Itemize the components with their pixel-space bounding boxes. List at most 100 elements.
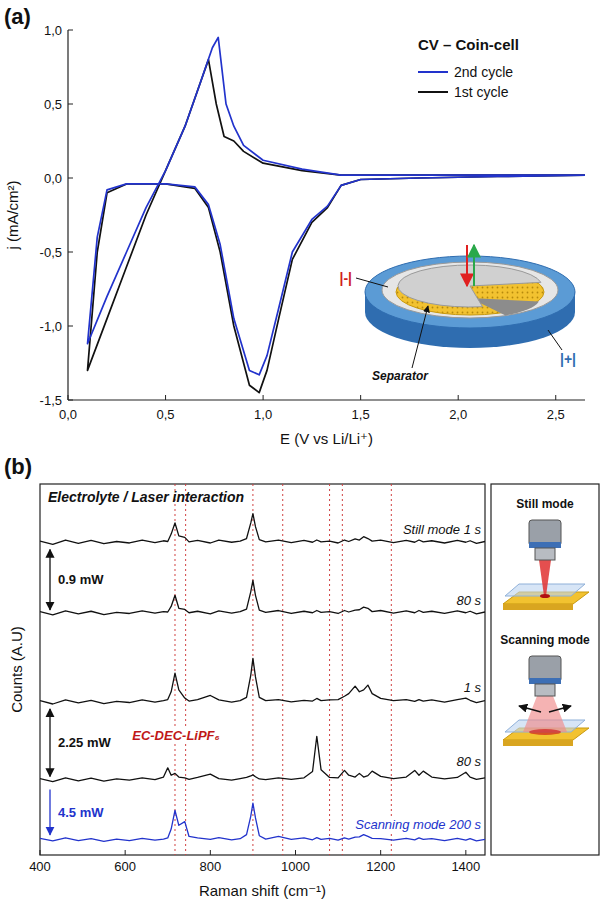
panel-b: (b) 400 600 800 1000 1200 1400 Raman shift (cm⁻… — [4, 454, 599, 899]
reference-line — [174, 484, 175, 855]
x-tick — [295, 850, 296, 855]
label-patch — [462, 680, 484, 695]
mode-panel: Still mode Scanning mode — [491, 484, 599, 855]
x-tick — [360, 395, 361, 400]
x-tick — [555, 395, 556, 400]
panel-label: (b) — [4, 454, 32, 479]
plot-frame — [40, 484, 485, 855]
reference-line — [329, 484, 330, 855]
power-label: 4.5 mW — [58, 805, 104, 820]
y-tick — [68, 30, 73, 31]
figure: (a)0,00,51,01,52,02,5-1,5-1,0-0,50,00,51… — [0, 0, 603, 907]
x-tick — [68, 395, 69, 400]
x-tick-label: 0,5 — [157, 407, 175, 422]
x-axis-title: E (V vs Li/Li⁺) — [280, 430, 373, 447]
x-tick — [125, 850, 126, 855]
label-patch — [130, 728, 222, 743]
x-axis-title: Raman shift (cm⁻¹) — [199, 882, 326, 899]
x-tick-label: 400 — [29, 859, 51, 874]
y-axis-line — [67, 30, 68, 400]
x-tick — [458, 395, 459, 400]
scanning-sketch — [503, 656, 589, 746]
x-tick-label: 1000 — [281, 859, 310, 874]
y-tick — [68, 326, 73, 327]
x-tick-label: 1200 — [366, 859, 395, 874]
negative-electrode — [398, 265, 541, 307]
x-tick-label: 2,0 — [449, 407, 467, 422]
laser-spot — [529, 729, 561, 735]
series-label: Still mode 1 s — [403, 522, 482, 537]
y-tick — [68, 400, 73, 401]
cv-curve — [88, 60, 585, 393]
objective-nose — [535, 684, 555, 696]
legend-label: 1st cycle — [454, 84, 509, 100]
x-tick — [380, 850, 381, 855]
reference-line — [342, 484, 343, 855]
cv-curve — [88, 37, 585, 374]
power-label: 0.9 mW — [58, 572, 104, 587]
x-tick-label: 2,5 — [547, 407, 565, 422]
mode-title: Still mode — [516, 497, 574, 511]
sample-edge — [503, 604, 573, 610]
x-tick — [210, 850, 211, 855]
power-label: 2.25 mW — [58, 735, 111, 750]
series-label: 80 s — [456, 754, 481, 769]
legend-swatch — [418, 91, 448, 93]
chart-title: CV – Coin-cell — [418, 36, 519, 53]
raman-spectrum — [40, 803, 485, 841]
scatter-arrow — [473, 245, 475, 286]
legend-swatch — [418, 71, 448, 73]
x-tick — [263, 395, 264, 400]
panel-label: (a) — [4, 4, 31, 29]
case-top — [365, 256, 575, 328]
laser-spot — [540, 594, 550, 598]
series-label: 80 s — [456, 593, 481, 608]
x-tick-label: 800 — [199, 859, 221, 874]
annotation: EC-DEC-LiPF₆ — [132, 728, 220, 743]
y-tick — [68, 104, 73, 105]
x-tick-label: 0,0 — [59, 407, 77, 422]
reference-line — [252, 484, 253, 855]
x-tick-label: 1400 — [451, 859, 480, 874]
y-tick-label: 1,0 — [44, 23, 62, 38]
x-tick — [165, 395, 166, 400]
sample-edge — [503, 740, 573, 746]
inset-label: |-| — [340, 270, 353, 286]
reference-line — [282, 484, 283, 855]
panel-a: (a)0,00,51,01,52,02,5-1,5-1,0-0,50,00,51… — [4, 4, 585, 447]
plot-area — [40, 484, 485, 855]
x-tick — [40, 850, 41, 855]
scan-arrow — [549, 706, 571, 712]
laser-arrow — [466, 245, 468, 286]
y-axis-title: j (mA/cm²) — [4, 180, 21, 250]
x-axis-line — [68, 399, 585, 400]
leader-line — [356, 278, 388, 287]
power-arrow — [49, 790, 50, 835]
scan-arrow — [519, 706, 541, 712]
y-tick-label: -1,5 — [40, 393, 62, 408]
series-label: 1 s — [464, 680, 482, 695]
label-patch — [454, 593, 483, 608]
case-cavity — [382, 262, 558, 318]
y-tick — [68, 252, 73, 253]
objective-band — [529, 678, 561, 684]
series-label: Scanning mode 200 s — [355, 817, 481, 832]
inset-label: Separator — [372, 369, 429, 383]
mode-title: Scanning mode — [500, 633, 590, 647]
leader-line — [548, 330, 562, 350]
legend: CV – Coin-cell2nd cycle1st cycle — [418, 36, 519, 100]
x-tick-label: 600 — [114, 859, 136, 874]
x-tick-label: 1,0 — [254, 407, 272, 422]
mode-frame — [491, 484, 599, 855]
reference-line — [185, 484, 186, 855]
reference-line — [391, 484, 392, 855]
label-patch — [401, 522, 484, 537]
y-tick-label: 0,0 — [44, 171, 62, 186]
inset-label: |+| — [560, 351, 576, 367]
x-tick-label: 1,5 — [352, 407, 370, 422]
laser-beam — [539, 560, 551, 596]
coin-cell-inset: |-| |+| Separator — [340, 245, 577, 383]
still-sketch — [503, 520, 589, 610]
y-tick — [68, 178, 73, 179]
power-arrow — [49, 709, 50, 777]
